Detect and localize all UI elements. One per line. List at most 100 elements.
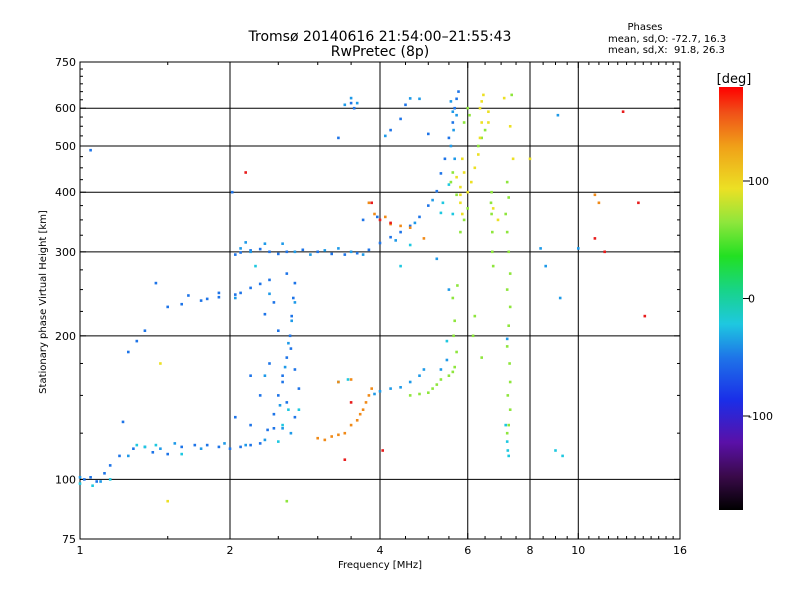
data-point [159,447,162,450]
data-point [349,378,353,381]
data-point [505,440,509,443]
data-point [508,362,511,365]
colorbar-tick-label: 0 [748,293,755,306]
data-point [621,110,625,113]
data-points [78,90,647,503]
data-point [449,144,453,148]
data-point [422,368,426,371]
data-point [337,433,340,437]
data-point [593,237,597,240]
data-point [439,368,443,371]
data-point [249,374,252,377]
data-point [78,476,82,479]
phase-box-heading: Phases [627,22,662,33]
data-point [83,478,86,481]
data-point [349,250,353,254]
data-point [180,452,183,456]
data-point [355,419,359,422]
data-point [455,193,458,197]
data-point [459,193,462,197]
data-point [187,294,190,297]
data-point [408,243,412,247]
data-point [108,464,112,467]
y-tick-label: 500 [55,140,76,153]
data-point [384,215,387,219]
data-point [505,345,509,348]
data-point [452,334,455,338]
data-point [268,362,271,365]
data-point [288,334,292,338]
data-point [78,482,82,485]
data-point [258,247,262,251]
y-tick-label: 100 [55,473,76,486]
data-point [404,103,407,107]
data-point [451,370,455,374]
data-point [323,438,327,442]
y-axis-label: Stationary phase Virtual Height [km] [38,210,49,394]
data-point [293,415,297,419]
data-point [489,201,493,205]
axis-ticks: 1 2 4 6 8 10 16 75 100 200 300 400 500 600 750 [55,56,687,557]
data-point [258,282,262,286]
data-point [508,380,512,384]
data-point [447,374,451,377]
data-point [427,204,430,207]
data-point [452,128,455,132]
phase-statistics-box: Phases mean, sd,O: -72.7, 16.3 mean, sd,… [608,22,726,56]
data-point [490,190,493,194]
data-point [217,295,221,299]
data-point [480,121,483,124]
data-point [510,93,513,97]
data-point [258,442,262,445]
colorbar-label: [deg] [717,72,752,87]
data-point [461,212,464,216]
data-point [453,157,456,161]
data-point [244,443,247,447]
data-point [239,291,242,295]
data-point [95,480,98,483]
data-point [389,128,392,132]
data-point [491,207,495,210]
data-point [278,404,282,407]
x-tick-label: 1 [77,544,84,557]
colorbar-tick-label: 100 [748,175,769,188]
data-point [445,339,449,343]
data-point [89,476,92,479]
data-point [490,212,493,216]
data-point [234,253,237,256]
data-point [143,329,147,332]
data-point [287,341,290,345]
data-point [491,264,495,268]
data-point [507,454,510,458]
colorbar [719,87,743,510]
data-point [507,423,510,427]
data-point [471,334,475,338]
data-point [361,253,365,256]
data-point [330,252,333,256]
data-point [554,449,557,452]
data-point [389,221,392,225]
data-point [381,449,384,452]
data-point [597,201,601,205]
data-point [272,412,276,416]
data-point [418,374,421,377]
data-point [289,347,293,350]
data-point [272,427,276,430]
data-point [343,458,347,461]
x-tick-label: 8 [527,544,534,557]
data-point [297,387,301,390]
data-point [455,175,458,179]
data-point [316,436,319,440]
data-point [439,172,443,175]
data-point [290,314,293,318]
data-point [451,110,455,113]
data-point [118,454,121,458]
data-point [505,431,509,435]
data-point [289,431,293,435]
data-point [234,293,237,296]
data-point [459,185,462,189]
data-point [370,201,373,205]
data-point [358,412,362,416]
data-point [132,447,135,450]
data-point [249,250,252,254]
